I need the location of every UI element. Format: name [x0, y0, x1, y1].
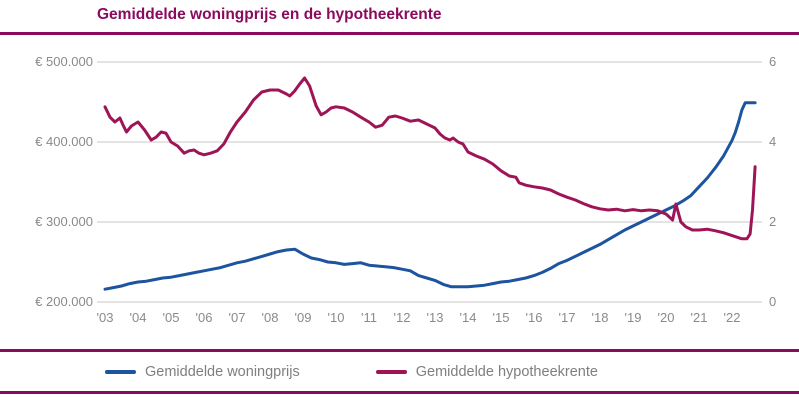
- legend: Gemiddelde woningprijs Gemiddelde hypoth…: [0, 359, 799, 385]
- x-axis-tick-label: '13: [426, 310, 444, 325]
- x-axis-tick-label: '19: [624, 310, 642, 325]
- legend-label-woningprijs: Gemiddelde woningprijs: [145, 364, 300, 380]
- x-axis-tick-label: '12: [393, 310, 411, 325]
- x-axis-tick-label: '15: [492, 310, 510, 325]
- legend-divider-top: [0, 349, 799, 352]
- y-axis-tick-label-left: € 200.000: [35, 294, 93, 309]
- y-axis-tick-label-left: € 300.000: [35, 214, 93, 229]
- x-axis-tick-label: '09: [294, 310, 312, 325]
- x-axis-tick-label: '03: [96, 310, 114, 325]
- x-axis-tick-label: '11: [361, 310, 377, 325]
- x-axis-tick-label: '18: [591, 310, 609, 325]
- legend-item-hypotheekrente: Gemiddelde hypotheekrente: [375, 364, 598, 380]
- x-axis-tick-label: '04: [129, 310, 147, 325]
- legend-swatch-hypotheekrente: [375, 370, 407, 374]
- x-axis-tick-label: '05: [162, 310, 180, 325]
- legend-item-woningprijs: Gemiddelde woningprijs: [105, 364, 300, 380]
- x-axis-tick-label: '17: [558, 310, 576, 325]
- x-axis-tick-label: '07: [228, 310, 246, 325]
- x-axis-tick-label: '20: [657, 310, 675, 325]
- x-axis-tick-label: '08: [261, 310, 279, 325]
- x-axis-tick-label: '22: [723, 310, 741, 325]
- y-axis-tick-label-right: 4: [769, 134, 777, 149]
- x-axis-tick-label: '10: [327, 310, 345, 325]
- x-axis-tick-label: '21: [690, 310, 708, 325]
- rate-line: [103, 76, 757, 241]
- y-axis-tick-label-right: 2: [769, 214, 777, 229]
- legend-label-hypotheekrente: Gemiddelde hypotheekrente: [415, 364, 598, 380]
- legend-divider-bottom: [0, 391, 799, 394]
- title-divider: [0, 32, 799, 35]
- x-axis-tick-label: '06: [195, 310, 213, 325]
- x-axis-tick-label: '16: [525, 310, 543, 325]
- x-axis-tick-label: '14: [459, 310, 477, 325]
- y-axis-tick-label-right: 6: [769, 54, 777, 69]
- y-axis-tick-label-left: € 400.000: [35, 134, 93, 149]
- y-axis-tick-label-right: 0: [769, 294, 777, 309]
- legend-swatch-woningprijs: [105, 370, 136, 374]
- price-line: [103, 101, 757, 291]
- y-axis-tick-label-left: € 500.000: [35, 54, 93, 69]
- chart-title: Gemiddelde woningprijs en de hypotheekre…: [97, 6, 442, 23]
